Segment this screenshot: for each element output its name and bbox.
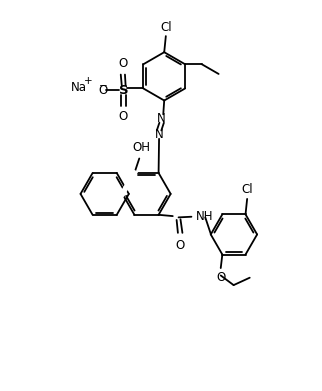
Text: Cl: Cl [160, 21, 172, 34]
Text: O: O [99, 84, 108, 97]
Text: +: + [84, 76, 93, 86]
Text: N: N [155, 129, 164, 142]
Text: NH: NH [196, 210, 214, 223]
Text: O: O [119, 110, 128, 123]
Text: O: O [176, 239, 185, 252]
Text: S: S [118, 84, 128, 97]
Text: N: N [157, 112, 166, 125]
Text: OH: OH [133, 141, 150, 154]
Text: Na: Na [71, 81, 87, 94]
Text: Cl: Cl [241, 183, 253, 196]
Text: −: − [99, 81, 108, 91]
Text: O: O [216, 271, 225, 283]
Text: O: O [118, 57, 127, 70]
